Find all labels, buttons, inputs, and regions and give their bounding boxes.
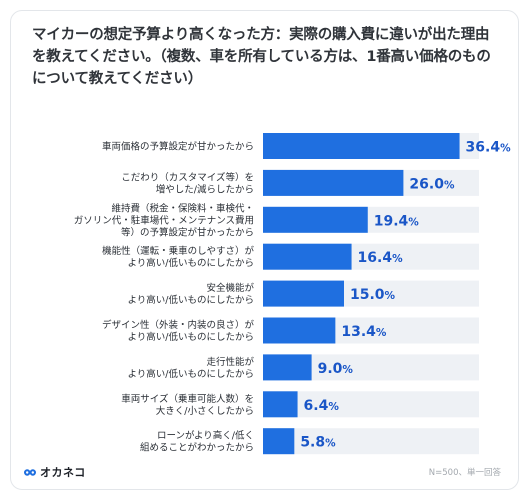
- bar: [263, 133, 460, 159]
- category-label: 車両サイズ（乗車可能人数）を大きく/小さくしたから: [121, 393, 254, 417]
- bar: [263, 354, 312, 381]
- bar: [263, 206, 368, 233]
- bar-track: [263, 428, 479, 455]
- category-label: 安全機能がより高い/低いものにしたから: [127, 282, 254, 306]
- bar-track: [263, 391, 479, 418]
- sample-note: N=500、単一回答: [428, 468, 501, 478]
- value-label: 16.4%: [358, 250, 404, 266]
- value-label: 19.4%: [374, 213, 420, 229]
- bar: [263, 169, 404, 196]
- page-title: マイカーの想定予算より高くなった方：実際の購入費に違いが出た理由を教えてください…: [32, 27, 491, 87]
- bar: [263, 243, 352, 270]
- category-label: 機能性（運転・乗車のしやすさ）がより高い/低いものにしたから: [102, 245, 254, 269]
- category-label: 車両価格の予算設定が甘かったから: [102, 141, 254, 153]
- brand-name: オカネコ: [40, 466, 86, 479]
- value-label: 5.8%: [300, 435, 336, 451]
- value-label: 15.0%: [350, 287, 396, 303]
- value-label: 13.4%: [341, 324, 387, 340]
- bar: [263, 317, 336, 344]
- category-label: デザイン性（外装・内装の良さ）がより高い/低いものにしたから: [102, 319, 255, 343]
- bar: [263, 280, 344, 307]
- bar: [263, 428, 295, 455]
- category-label: 維持費（税金・保険料・車検代・ガソリン代・駐車場代・メンテナンス費用等）の予算設…: [74, 202, 254, 238]
- category-label: ローンがより高く/低く組めることがわかったから: [140, 430, 254, 454]
- value-label: 26.0%: [409, 176, 455, 192]
- category-label: こだわり（カスタマイズ等）を増やした/減らしたから: [121, 171, 254, 195]
- value-label: 36.4%: [466, 140, 512, 156]
- brand: オカネコ: [24, 464, 86, 480]
- category-label: 走行性能がより高い/低いものにしたから: [127, 356, 254, 380]
- value-label: 6.4%: [304, 398, 340, 414]
- value-label: 9.0%: [318, 361, 354, 377]
- bar: [263, 391, 298, 418]
- okaneko-logo-icon: [24, 468, 36, 476]
